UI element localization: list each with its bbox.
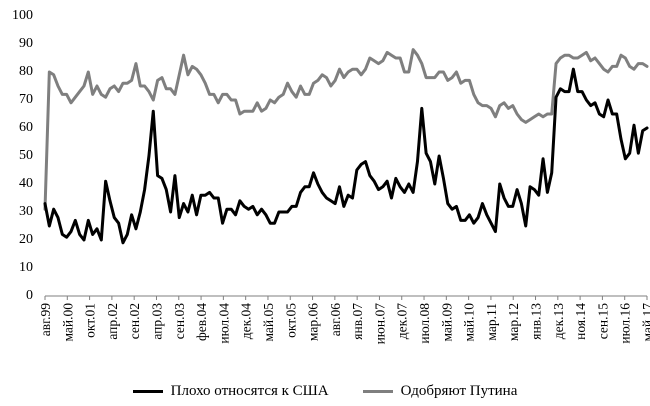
x-tick-label: мар.11	[484, 303, 499, 341]
x-tick-label: авг.06	[328, 303, 343, 337]
x-tick-label: май.05	[261, 303, 276, 342]
x-tick-label: май.09	[439, 303, 454, 342]
y-tick-label: 90	[19, 36, 33, 51]
series-line-usa	[43, 67, 649, 245]
y-tick-label: 80	[19, 64, 33, 79]
x-tick-label: ноя.14	[573, 303, 588, 340]
x-tick-label: апр.03	[149, 303, 164, 340]
legend-item-putin: Одобряют Путина	[362, 382, 518, 400]
legend: Плохо относятся к США Одобряют Путина	[0, 380, 650, 402]
y-tick-label: 0	[26, 288, 33, 303]
x-axis: авг.99 май.00 окт.01 апр.02 сен.02 апр.03 сен.…	[38, 295, 650, 345]
x-tick-label: сен.03	[172, 303, 187, 339]
x-tick-label: янв.07	[350, 303, 365, 340]
legend-item-usa: Плохо относятся к США	[132, 382, 329, 400]
x-tick-label: мар.06	[306, 303, 321, 341]
x-tick-label: дек.07	[395, 303, 410, 340]
y-tick-label: 40	[19, 176, 33, 191]
series-layer	[43, 48, 649, 245]
x-tick-label: май.17	[640, 303, 650, 342]
x-tick-label: янв.13	[529, 303, 544, 340]
x-tick-label: июл.04	[216, 303, 231, 344]
y-axis: 0 10 20 30 40 50 60 70 80 90 100	[12, 8, 33, 303]
x-tick-label: апр.02	[105, 303, 120, 340]
x-tick-label: май.10	[462, 303, 477, 342]
x-tick-label: май.00	[60, 303, 75, 342]
legend-swatch-putin	[362, 389, 393, 393]
x-tick-label: фев.04	[194, 303, 209, 341]
y-tick-label: 10	[19, 260, 33, 275]
x-tick-label: июн.07	[372, 303, 387, 345]
x-tick-label: окт.01	[83, 303, 98, 338]
x-tick-label: дек.04	[239, 303, 254, 340]
x-tick-label: июл.16	[618, 303, 633, 344]
x-tick-label: сен.02	[127, 303, 142, 339]
x-tick-label: июл.08	[417, 303, 432, 344]
y-tick-label: 30	[19, 204, 33, 219]
y-tick-label: 70	[19, 92, 33, 107]
x-tick-label: окт.05	[283, 303, 298, 338]
y-tick-label: 20	[19, 232, 33, 247]
x-tick-label: авг.99	[38, 303, 53, 337]
legend-label-usa: Плохо относятся к США	[170, 382, 329, 399]
legend-swatch-usa	[132, 389, 163, 393]
series-line-putin	[43, 48, 649, 211]
x-tick-label: дек.13	[551, 303, 566, 340]
legend-label-putin: Одобряют Путина	[400, 382, 518, 399]
x-tick-label: мар.12	[506, 303, 521, 341]
y-tick-label: 50	[19, 148, 33, 163]
y-tick-label: 60	[19, 120, 33, 135]
x-tick-label: сен.15	[595, 303, 610, 339]
y-tick-label: 100	[12, 8, 33, 23]
